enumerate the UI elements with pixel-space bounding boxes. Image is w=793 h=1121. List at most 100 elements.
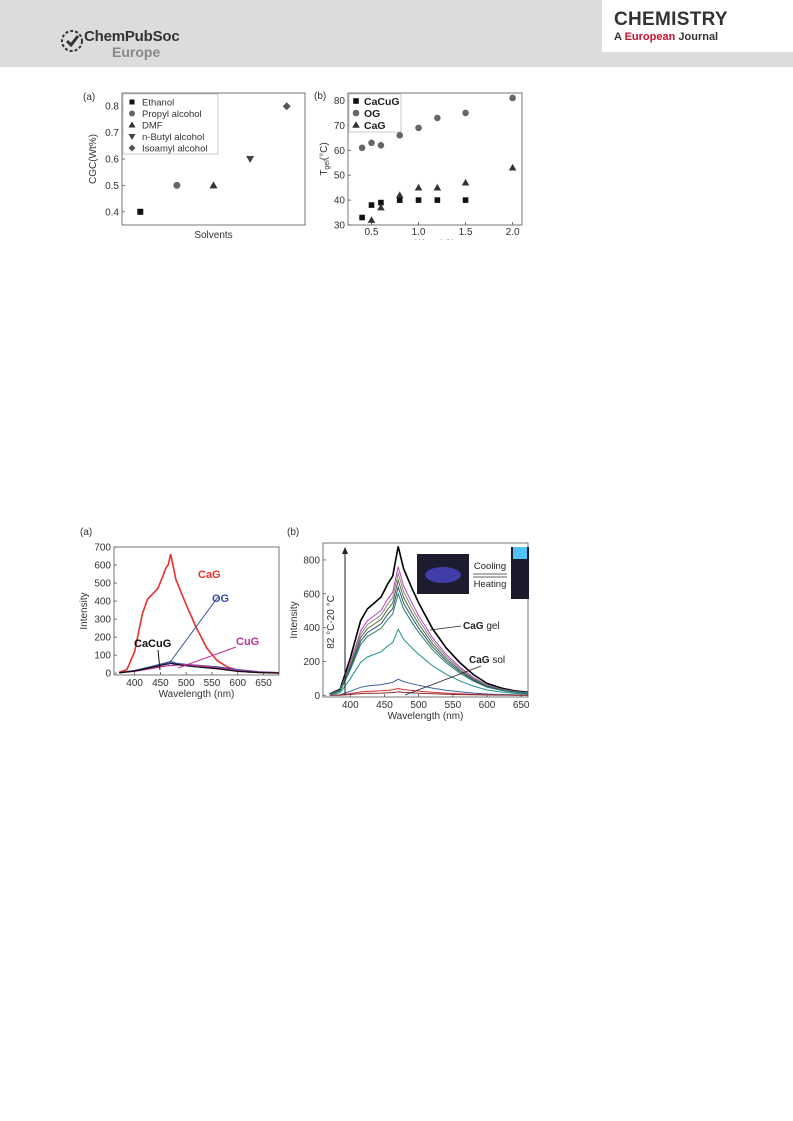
temp-label: 82 °C-20 °C: [326, 595, 337, 649]
sol-pointer: [404, 665, 482, 696]
series-line: [329, 578, 529, 695]
y-tick-label: 200: [303, 657, 320, 668]
journal-box: [602, 0, 793, 52]
y-tick-label: 80: [334, 96, 346, 107]
data-point: [433, 183, 442, 191]
series-label-cacug: CaCuG: [134, 638, 171, 650]
data-point: [414, 183, 423, 191]
legend-marker: [353, 98, 359, 104]
x-tick-label: 500: [410, 700, 427, 711]
legend-marker: [352, 109, 360, 117]
x-tick-label: 600: [229, 678, 246, 689]
arrow-cacug: [157, 649, 161, 671]
y-axis-label: Intensity: [289, 601, 300, 638]
arrow-og: [167, 596, 219, 666]
figure1-panel-b: 30 40 50 60 70 80 0.5 1.0 1.5 2.0 (b) Tgel(°C) Wt, w…: [314, 91, 523, 240]
y-tick-label: 70: [334, 121, 346, 132]
data-point: [396, 197, 403, 203]
x-axis-label: Wavelength (nm): [388, 711, 464, 722]
figure2-panel-a: 0 100 200 300 400 500 600 700 400 450 500 550 600 650…: [79, 527, 280, 700]
data-point: [359, 214, 365, 221]
figure1-panel-a: 0.4 0.5 0.6 0.7 0.8 (a) CGC(Wt%) Solvents Ethano…: [83, 92, 306, 240]
publisher-sub: Europe: [112, 44, 161, 60]
series-label-og: OG: [212, 593, 229, 605]
legend-marker: [128, 121, 136, 128]
y-tick-label: 400: [303, 623, 320, 634]
x-tick-label: 450: [376, 700, 393, 711]
x-tick-label: 2.0: [506, 227, 520, 238]
y-axis-label: Intensity: [79, 592, 90, 629]
journal-subtitle: A European Journal: [614, 31, 719, 43]
y-tick-label: 40: [334, 196, 346, 207]
series-line: [329, 691, 528, 696]
data-point: [415, 197, 422, 203]
legend-entry: DMF: [142, 121, 163, 132]
journal-title: CHEMISTRY: [614, 9, 728, 30]
series-line: [329, 678, 529, 696]
chempubsoc-logo-icon: [61, 30, 83, 52]
series-line: [329, 546, 529, 695]
data-point: [509, 94, 516, 102]
x-tick-label: 1.0: [412, 227, 426, 238]
legend-marker: [128, 144, 136, 152]
data-point: [462, 109, 469, 117]
plot-frame: [322, 542, 529, 698]
sol-photo-glow: [513, 547, 527, 559]
legend-entry: CaCuG: [364, 96, 400, 108]
legend-entry: CaG: [364, 120, 386, 132]
y-tick-label: 50: [334, 171, 346, 182]
data-point: [378, 199, 384, 206]
heating-label: Heating: [474, 579, 507, 590]
gel-label: CaG gel: [463, 621, 500, 632]
y-tick-label: 30: [334, 221, 346, 232]
legend-marker: [128, 134, 136, 140]
legend-entry: Isoamyl alcohol: [142, 144, 207, 155]
data-point: [377, 142, 385, 149]
gel-photo-glow: [425, 567, 461, 583]
panel-label: (b): [287, 527, 299, 538]
y-tick-label: 500: [94, 579, 111, 590]
data-point: [462, 197, 469, 203]
plot-frame: [113, 546, 280, 676]
legend-box: [122, 93, 219, 155]
x-tick-label: 500: [178, 678, 195, 689]
data-point: [368, 139, 375, 147]
data-point: [368, 202, 375, 208]
publisher-name: ChemPubSoc: [84, 28, 180, 45]
y-tick-label: 400: [94, 597, 111, 608]
y-tick-label: 0.8: [105, 102, 119, 113]
y-tick-label: 300: [94, 615, 111, 626]
data-point: [246, 156, 255, 163]
data-point: [434, 197, 441, 203]
series-line: [329, 585, 529, 695]
panel-label: (a): [83, 92, 95, 103]
x-tick-label: 450: [152, 678, 169, 689]
data-point: [209, 181, 218, 189]
series-label-cug: CuG: [236, 636, 259, 648]
data-point: [395, 191, 404, 198]
x-axis-label: Solvents: [194, 230, 232, 240]
series-line: [329, 566, 529, 695]
x-tick-label: 0.5: [365, 227, 379, 238]
panel-label: (b): [314, 91, 326, 102]
cooling-label: Cooling: [474, 561, 506, 572]
x-tick-label: 650: [255, 678, 272, 689]
y-axis-label: CGC(Wt%): [88, 134, 99, 184]
y-axis-label: Tgel(°C): [319, 142, 331, 175]
legend-marker: [352, 121, 360, 128]
gel-pointer: [429, 625, 462, 631]
y-tick-label: 700: [94, 543, 111, 554]
x-tick-label: 550: [204, 678, 221, 689]
plot-frame: [347, 92, 523, 226]
x-axis-label: Wt, w/v%: [415, 238, 455, 240]
x-axis-label: Wavelength (nm): [159, 689, 235, 700]
y-tick-label: 0.6: [105, 155, 119, 166]
y-tick-label: 600: [94, 561, 111, 572]
x-tick-label: 650: [513, 700, 530, 711]
x-tick-label: 1.5: [459, 227, 473, 238]
y-tick-label: 200: [94, 633, 111, 644]
data-point: [358, 144, 366, 152]
data-point: [415, 124, 422, 132]
data-point: [282, 102, 291, 111]
y-tick-label: 0.4: [105, 207, 119, 218]
